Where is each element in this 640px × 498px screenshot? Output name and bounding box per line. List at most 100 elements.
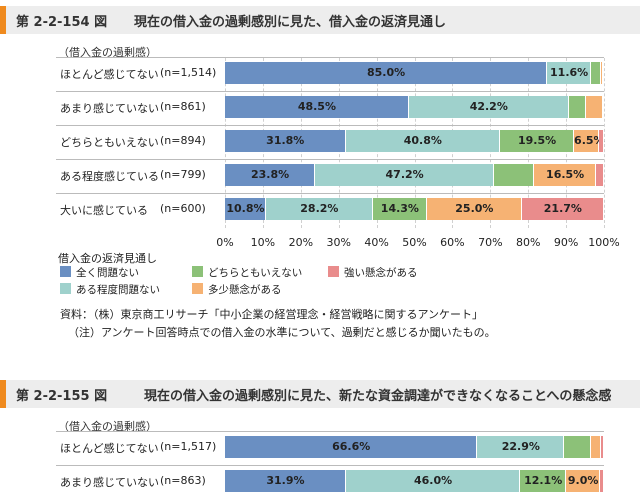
bar-segment <box>586 96 603 118</box>
legend-swatch-5 <box>192 283 203 294</box>
sample-size-label: (n=894) <box>160 134 206 147</box>
bar-segment <box>315 164 495 186</box>
bar-segment <box>225 198 266 220</box>
stacked-bar: 85.0% 11.6% <box>225 62 604 84</box>
data-label: 11.6% <box>550 66 589 79</box>
bar-segment <box>345 470 521 492</box>
figure-2-title: 現在の借入金の過剰感別に見た、新たな資金調達ができなくなることへの懸念感 <box>144 389 612 404</box>
stacked-bar: 66.6% 22.9% <box>225 436 604 458</box>
figure-1-title: 現在の借入金の過剰感別に見た、借入金の返済見通し <box>134 15 447 30</box>
figure-1-header: 第 2-2-154 図 現在の借入金の過剰感別に見た、借入金の返済見通し <box>0 6 640 34</box>
legend-title: 借入金の返済見通し <box>58 252 157 265</box>
bar-segment <box>520 470 567 492</box>
bar-segment <box>477 436 565 458</box>
x-tick-label: 60% <box>440 236 465 249</box>
data-label: 31.9% <box>266 474 305 487</box>
bar-segment <box>566 470 601 492</box>
data-label: 9.0% <box>567 474 599 487</box>
x-tick-label: 20% <box>288 236 314 249</box>
bar-segment <box>372 198 427 220</box>
figure-1-axis-caption: （借入金の過剰感） <box>58 46 157 59</box>
row-separator <box>56 465 604 466</box>
bar-segment <box>547 62 592 84</box>
stacked-bar: 10.8% 28.2% 14.3% 25.0% 21.7% <box>225 198 604 220</box>
data-label: 85.0% <box>366 66 406 79</box>
bar-segment <box>225 436 478 458</box>
row-separator <box>56 431 604 432</box>
category-label: ある程度感じている <box>60 170 159 183</box>
data-label: 21.7% <box>543 202 582 215</box>
bar-segment <box>225 96 409 118</box>
legend-swatch-1 <box>60 266 71 277</box>
data-label: 66.6% <box>332 440 371 453</box>
x-tick-label: 100% <box>588 236 620 249</box>
data-label: 10.8% <box>226 202 265 215</box>
x-tick-label: 50% <box>402 236 427 249</box>
bar-segment <box>568 96 587 118</box>
stacked-bar: 31.8% 40.8% 19.5% 6.5% <box>225 130 605 152</box>
bar-segment <box>408 96 569 118</box>
data-label: 48.5% <box>297 100 336 113</box>
stacked-bar: 23.8% 47.2% 16.5% <box>225 164 604 186</box>
bar-segment <box>500 130 575 152</box>
data-label: 40.8% <box>403 134 442 147</box>
row-separator <box>56 193 604 194</box>
x-tick-label: 40% <box>364 236 389 249</box>
row-separator <box>56 91 604 92</box>
footnote: （注）アンケート回答時点での借入金の水準について、過剰だと感じるか聞いたもの。 <box>68 326 496 339</box>
legend-item-1: 全く問題ない <box>60 265 139 280</box>
bar-segment <box>521 198 604 220</box>
sample-size-label: (n=799) <box>160 168 206 181</box>
sample-size-label: (n=1,514) <box>160 66 217 79</box>
bar-segment <box>598 130 604 152</box>
bar-segment <box>596 164 604 186</box>
data-label: 6.5% <box>574 134 605 147</box>
bar-segment <box>225 62 548 84</box>
category-label: あまり感じていない <box>60 476 159 489</box>
bar-segment <box>600 436 604 458</box>
category-label: 大いに感じている <box>60 204 148 217</box>
data-label: 28.2% <box>300 202 339 215</box>
data-label: 22.9% <box>501 440 540 453</box>
x-tick-label: 80% <box>515 236 541 249</box>
data-label: 42.2% <box>469 100 508 113</box>
figure-2-axis-caption: （借入金の過剰感） <box>58 420 157 433</box>
legend-swatch-4 <box>60 283 71 294</box>
bar-segment <box>564 436 592 458</box>
category-label: ほとんど感じてない <box>60 442 159 455</box>
data-label: 31.8% <box>266 134 305 147</box>
bar-segment <box>345 130 501 152</box>
figure-1-number: 第 2-2-154 図 <box>16 15 108 30</box>
bar-segment <box>533 164 597 186</box>
bar-segment <box>591 436 601 458</box>
legend-item-3: 強い懸念がある <box>328 265 418 280</box>
row-separator <box>56 125 604 126</box>
bar-segment <box>225 470 346 492</box>
category-label: あまり感じていない <box>60 102 159 115</box>
legend-swatch-2 <box>192 266 203 277</box>
data-label: 46.0% <box>413 474 453 487</box>
row-separator <box>56 57 604 58</box>
bar-segment <box>600 62 603 84</box>
x-tick-label: 0% <box>216 236 234 249</box>
category-label: ほとんど感じてない <box>60 68 159 81</box>
sample-size-label: (n=861) <box>160 100 206 113</box>
data-label: 25.0% <box>455 202 494 215</box>
bar-segment <box>427 198 522 220</box>
bar-segment <box>600 470 604 492</box>
x-tick-label: 70% <box>478 236 503 249</box>
bar-segment <box>574 130 599 152</box>
stacked-bar: 48.5% 42.2% <box>225 96 604 118</box>
data-label: 14.3% <box>380 202 419 215</box>
data-label: 16.5% <box>546 168 585 181</box>
row-separator <box>56 159 604 160</box>
sample-size-label: (n=863) <box>160 474 206 487</box>
data-label: 23.8% <box>251 168 290 181</box>
sample-size-label: (n=1,517) <box>160 440 217 453</box>
bar-segment <box>265 198 373 220</box>
x-tick-label: 30% <box>326 236 351 249</box>
figure-2-number: 第 2-2-155 図 <box>16 389 108 404</box>
sample-size-label: (n=600) <box>160 202 206 215</box>
legend-item-2: どちらともいえない <box>192 265 302 280</box>
stacked-bar: 31.9% 46.0% 12.1% 9.0% <box>225 470 604 492</box>
